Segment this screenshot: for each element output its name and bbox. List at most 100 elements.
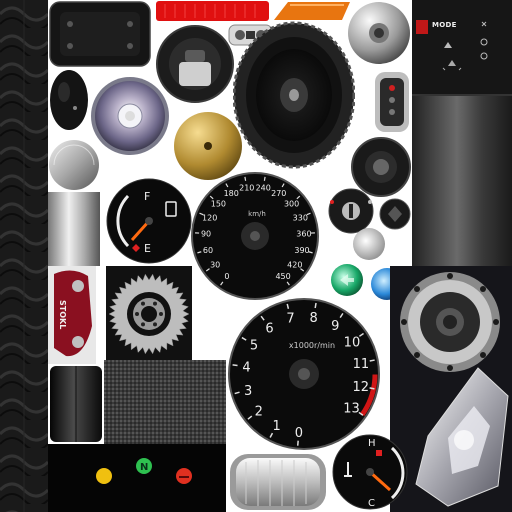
speedometer-tick [199,212,204,216]
speedometer-tick [281,183,285,188]
tire-wheel [233,21,355,169]
tachometer-tick [339,313,344,319]
tachometer-tick [369,387,375,390]
speedometer-unit: km/h [248,210,266,218]
tachometer-tick [358,411,364,416]
caliper-body [54,270,92,357]
tachometer-tick [241,336,247,341]
speedometer-tick [300,268,305,272]
ignition-switch [328,188,374,234]
temp-needle [368,470,392,492]
sprocket-panel [106,266,192,362]
fuel-pump-icon [165,201,177,217]
key-fob [375,72,409,132]
speedometer-tick-label: 240 [256,184,271,193]
tachometer-redline [360,374,378,417]
tachometer-tick [247,415,253,420]
fork-tube-texture [412,96,512,266]
tachometer-tick [260,315,265,321]
neutral-indicator-icon [136,458,152,474]
indicator-lights-panel: N [48,444,226,512]
speedometer-tick-label: 360 [296,229,311,238]
speedometer-tick-label: 0 [224,272,229,281]
gold-cap [174,112,242,180]
filler-cap [156,25,234,103]
caliper-brand: STOKL [58,300,67,329]
speedometer-tick [296,195,301,200]
rectangular-headlight [230,454,326,510]
red-reflector [156,1,269,21]
red-reflector-body [156,1,269,21]
speedometer-tick-label: 270 [271,189,286,198]
tachometer-tick-label: 8 [310,311,318,326]
speedometer-tick-label: 90 [201,229,211,238]
tachometer-tick-label: 12 [352,380,369,395]
license-plate-bracket [49,1,151,67]
speedometer-tick-label: 120 [202,213,217,222]
tire-tread-strip [0,0,48,512]
control-panel: MODE [412,0,512,96]
neutral-label: N [140,462,148,473]
tachometer-tick-label: 3 [244,384,252,399]
speedometer-tick-label: 60 [203,246,213,255]
rear-sprocket [108,273,190,355]
mirror-back [50,70,88,130]
brake-disc-panel [390,266,512,512]
tachometer-tick-label: 1 [273,419,281,434]
tachometer-tick-label: 10 [344,335,361,350]
speedometer-tick [197,251,202,254]
tachometer-tick-label: 0 [295,426,303,441]
carbon-fiber-texture [104,360,226,444]
speedometer-tick-label: 180 [224,189,239,198]
speedometer-tick-label: 330 [293,213,308,222]
tachometer-tick-label: 5 [250,339,258,354]
chrome-cap [348,2,410,64]
speedometer-tick-label: 420 [287,261,302,270]
speedometer-tick-label: 30 [210,261,220,270]
tachometer-tick [269,432,274,438]
speedometer-tick [286,281,290,286]
speedometer-tick [263,176,266,181]
brake-caliper-panel: STOKL [48,266,96,364]
amber-turn-signal-lens [274,2,350,20]
fuel-empty-label: E [144,242,151,255]
tachometer-tick [369,359,375,362]
crystal-tail-light [415,367,509,507]
tachometer-tick-label: 7 [286,312,294,327]
fuel-needle [130,219,151,242]
tachometer-unit: x1000r/min [289,341,335,350]
mode-label: MODE [432,21,457,29]
tachometer-tick [232,364,238,367]
round-headlight [91,77,169,155]
fuel-gauge: F E [106,178,192,264]
speedometer-tick [306,212,311,216]
speedometer-tick [308,251,313,254]
fuel-full-label: F [144,190,150,203]
speedometer-tick [225,183,229,188]
brake-disc [400,272,500,372]
speedometer-tick [244,176,247,181]
chrome-tube [48,192,100,266]
coolant-icon [344,462,352,477]
horn-cover [351,137,411,197]
clear-lens-small [353,228,385,260]
brake-caliper: STOKL [54,270,92,357]
fork-cap [379,198,411,230]
amber-lens-body [274,2,350,20]
tachometer-tick-label: 11 [353,357,370,372]
tachometer-tick-label: 13 [343,401,360,416]
speedometer-tick-label: 300 [284,199,299,208]
speedometer-tick [205,268,210,272]
speedometer-tick [209,195,214,200]
green-indicator-lens [331,264,363,296]
tachometer-tick [234,391,240,395]
tachometer-tick [286,303,290,310]
tachometer-tick-label: 6 [265,321,273,336]
tachometer-tick [358,332,364,337]
speedometer-tick-label: 150 [211,199,226,208]
tachometer-tick-label: 4 [242,361,250,376]
temp-cold-label: C [368,498,375,509]
